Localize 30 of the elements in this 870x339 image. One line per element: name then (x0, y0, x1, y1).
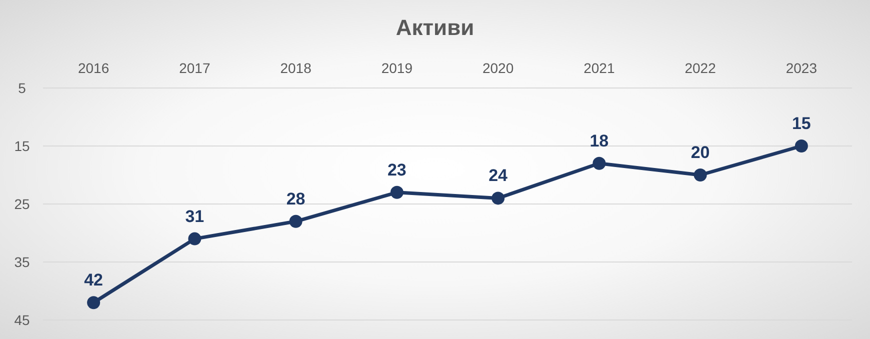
data-label: 42 (84, 270, 104, 290)
point (188, 232, 202, 246)
x-tick-label: 2023 (786, 60, 818, 76)
data-label: 20 (690, 143, 710, 162)
point (390, 186, 404, 199)
y-tick-label: 25 (14, 196, 30, 212)
x-tick-label: 2022 (684, 60, 716, 76)
chart-title: Активи (396, 15, 474, 40)
data-label: 24 (488, 166, 508, 186)
y-tick-label: 15 (14, 138, 30, 154)
y-tick-label: 45 (14, 312, 30, 328)
x-tick-label: 2016 (78, 60, 110, 76)
point (592, 156, 606, 170)
data-label: 28 (286, 189, 306, 208)
y-tick-label: 35 (14, 254, 30, 270)
point (794, 140, 808, 152)
y-tick-label: 5 (18, 80, 26, 96)
x-tick-label: 2017 (179, 60, 210, 76)
x-tick-label: 2019 (381, 60, 413, 76)
data-label: 23 (387, 160, 406, 180)
point (289, 214, 302, 228)
point (492, 192, 505, 205)
x-tick-label: 2018 (280, 60, 312, 76)
x-tick-label: 2020 (482, 60, 514, 76)
point (87, 296, 100, 310)
point (694, 168, 707, 182)
x-tick-label: 2021 (584, 60, 615, 76)
data-label: 31 (185, 206, 204, 226)
data-label: 18 (590, 131, 609, 150)
data-label: 15 (792, 114, 811, 133)
